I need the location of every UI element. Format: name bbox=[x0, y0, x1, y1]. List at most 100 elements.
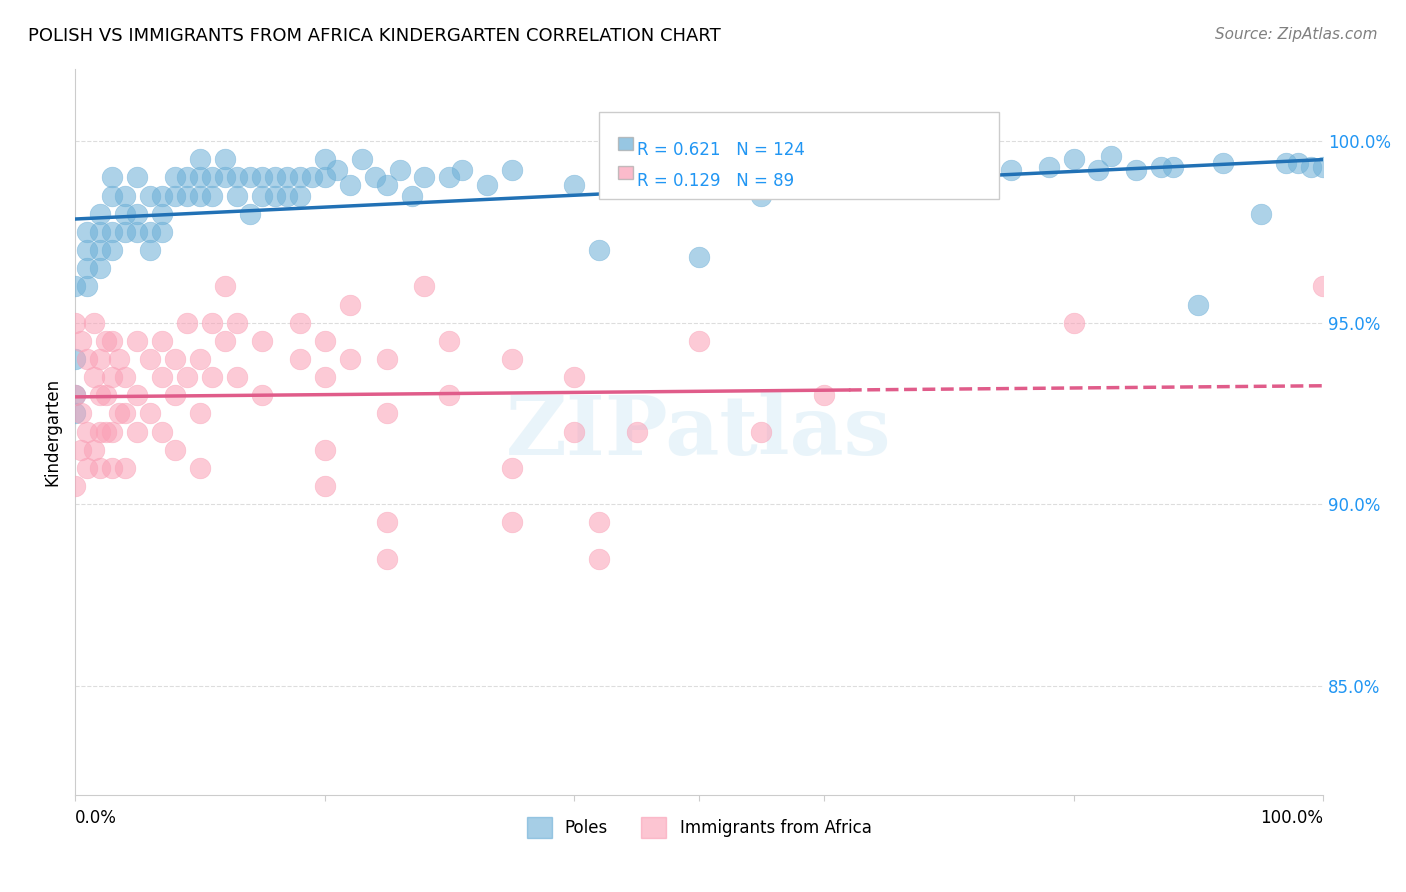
Point bbox=[101, 225, 124, 239]
Point bbox=[63, 388, 86, 402]
Point bbox=[188, 461, 211, 475]
Point bbox=[688, 334, 710, 348]
Point bbox=[314, 153, 336, 167]
Point bbox=[813, 388, 835, 402]
Point bbox=[101, 243, 124, 257]
Point bbox=[288, 170, 311, 185]
Point bbox=[114, 207, 136, 221]
Point bbox=[451, 163, 474, 178]
Point bbox=[276, 170, 298, 185]
Point bbox=[83, 442, 105, 457]
Point bbox=[314, 334, 336, 348]
Point bbox=[83, 316, 105, 330]
Point bbox=[214, 279, 236, 293]
Point bbox=[1299, 160, 1322, 174]
Text: R = 0.621   N = 124: R = 0.621 N = 124 bbox=[637, 141, 804, 159]
Point bbox=[114, 188, 136, 202]
Point bbox=[751, 425, 773, 439]
Point bbox=[127, 388, 149, 402]
Point bbox=[176, 170, 198, 185]
Point bbox=[63, 407, 86, 421]
Point bbox=[375, 351, 398, 366]
Point bbox=[475, 178, 498, 192]
Text: R = 0.129   N = 89: R = 0.129 N = 89 bbox=[637, 171, 794, 190]
Point bbox=[1125, 163, 1147, 178]
Point bbox=[626, 163, 648, 178]
Point bbox=[101, 461, 124, 475]
Point bbox=[127, 170, 149, 185]
Point bbox=[70, 407, 93, 421]
Point bbox=[314, 479, 336, 493]
Point bbox=[163, 388, 186, 402]
Point bbox=[1286, 156, 1309, 170]
Point bbox=[288, 188, 311, 202]
Point bbox=[176, 316, 198, 330]
Point bbox=[139, 351, 162, 366]
Point bbox=[314, 442, 336, 457]
Point bbox=[439, 334, 461, 348]
Point bbox=[101, 334, 124, 348]
Point bbox=[252, 334, 274, 348]
FancyBboxPatch shape bbox=[619, 136, 633, 150]
Point bbox=[263, 170, 285, 185]
Point bbox=[439, 388, 461, 402]
Point bbox=[163, 442, 186, 457]
Point bbox=[150, 425, 173, 439]
Point bbox=[1163, 160, 1185, 174]
Point bbox=[352, 153, 374, 167]
Point bbox=[89, 207, 111, 221]
Point bbox=[1312, 279, 1334, 293]
Point bbox=[875, 163, 897, 178]
Point bbox=[1312, 160, 1334, 174]
Point bbox=[214, 170, 236, 185]
Point bbox=[163, 170, 186, 185]
Point bbox=[1000, 163, 1022, 178]
Point bbox=[252, 388, 274, 402]
Text: 0.0%: 0.0% bbox=[75, 809, 117, 827]
Point bbox=[388, 163, 411, 178]
Point bbox=[201, 316, 224, 330]
Point bbox=[176, 370, 198, 384]
Legend: Poles, Immigrants from Africa: Poles, Immigrants from Africa bbox=[520, 811, 879, 845]
Point bbox=[63, 351, 86, 366]
Point bbox=[588, 551, 610, 566]
Point bbox=[588, 516, 610, 530]
Point bbox=[501, 163, 523, 178]
Point bbox=[163, 188, 186, 202]
Point bbox=[89, 388, 111, 402]
Point bbox=[63, 388, 86, 402]
Text: ZIPatlas: ZIPatlas bbox=[506, 392, 891, 472]
Point bbox=[76, 351, 98, 366]
Text: 100.0%: 100.0% bbox=[1260, 809, 1323, 827]
Point bbox=[150, 207, 173, 221]
Point bbox=[326, 163, 349, 178]
Point bbox=[127, 225, 149, 239]
Point bbox=[89, 261, 111, 276]
Point bbox=[76, 261, 98, 276]
Point bbox=[76, 279, 98, 293]
Point bbox=[562, 178, 585, 192]
Point bbox=[76, 225, 98, 239]
Point bbox=[150, 225, 173, 239]
FancyBboxPatch shape bbox=[599, 112, 998, 199]
Point bbox=[139, 407, 162, 421]
Point bbox=[101, 188, 124, 202]
Point bbox=[1274, 156, 1296, 170]
Point bbox=[626, 425, 648, 439]
Point bbox=[114, 225, 136, 239]
Point bbox=[239, 170, 262, 185]
Point bbox=[96, 334, 118, 348]
Point bbox=[301, 170, 323, 185]
Y-axis label: Kindergarten: Kindergarten bbox=[44, 377, 60, 485]
Point bbox=[314, 170, 336, 185]
Point bbox=[1250, 207, 1272, 221]
Point bbox=[107, 407, 129, 421]
Point bbox=[263, 188, 285, 202]
Point bbox=[239, 207, 262, 221]
Point bbox=[401, 188, 423, 202]
Point bbox=[252, 188, 274, 202]
Point bbox=[96, 388, 118, 402]
Point bbox=[188, 188, 211, 202]
Point bbox=[501, 516, 523, 530]
Point bbox=[1038, 160, 1060, 174]
